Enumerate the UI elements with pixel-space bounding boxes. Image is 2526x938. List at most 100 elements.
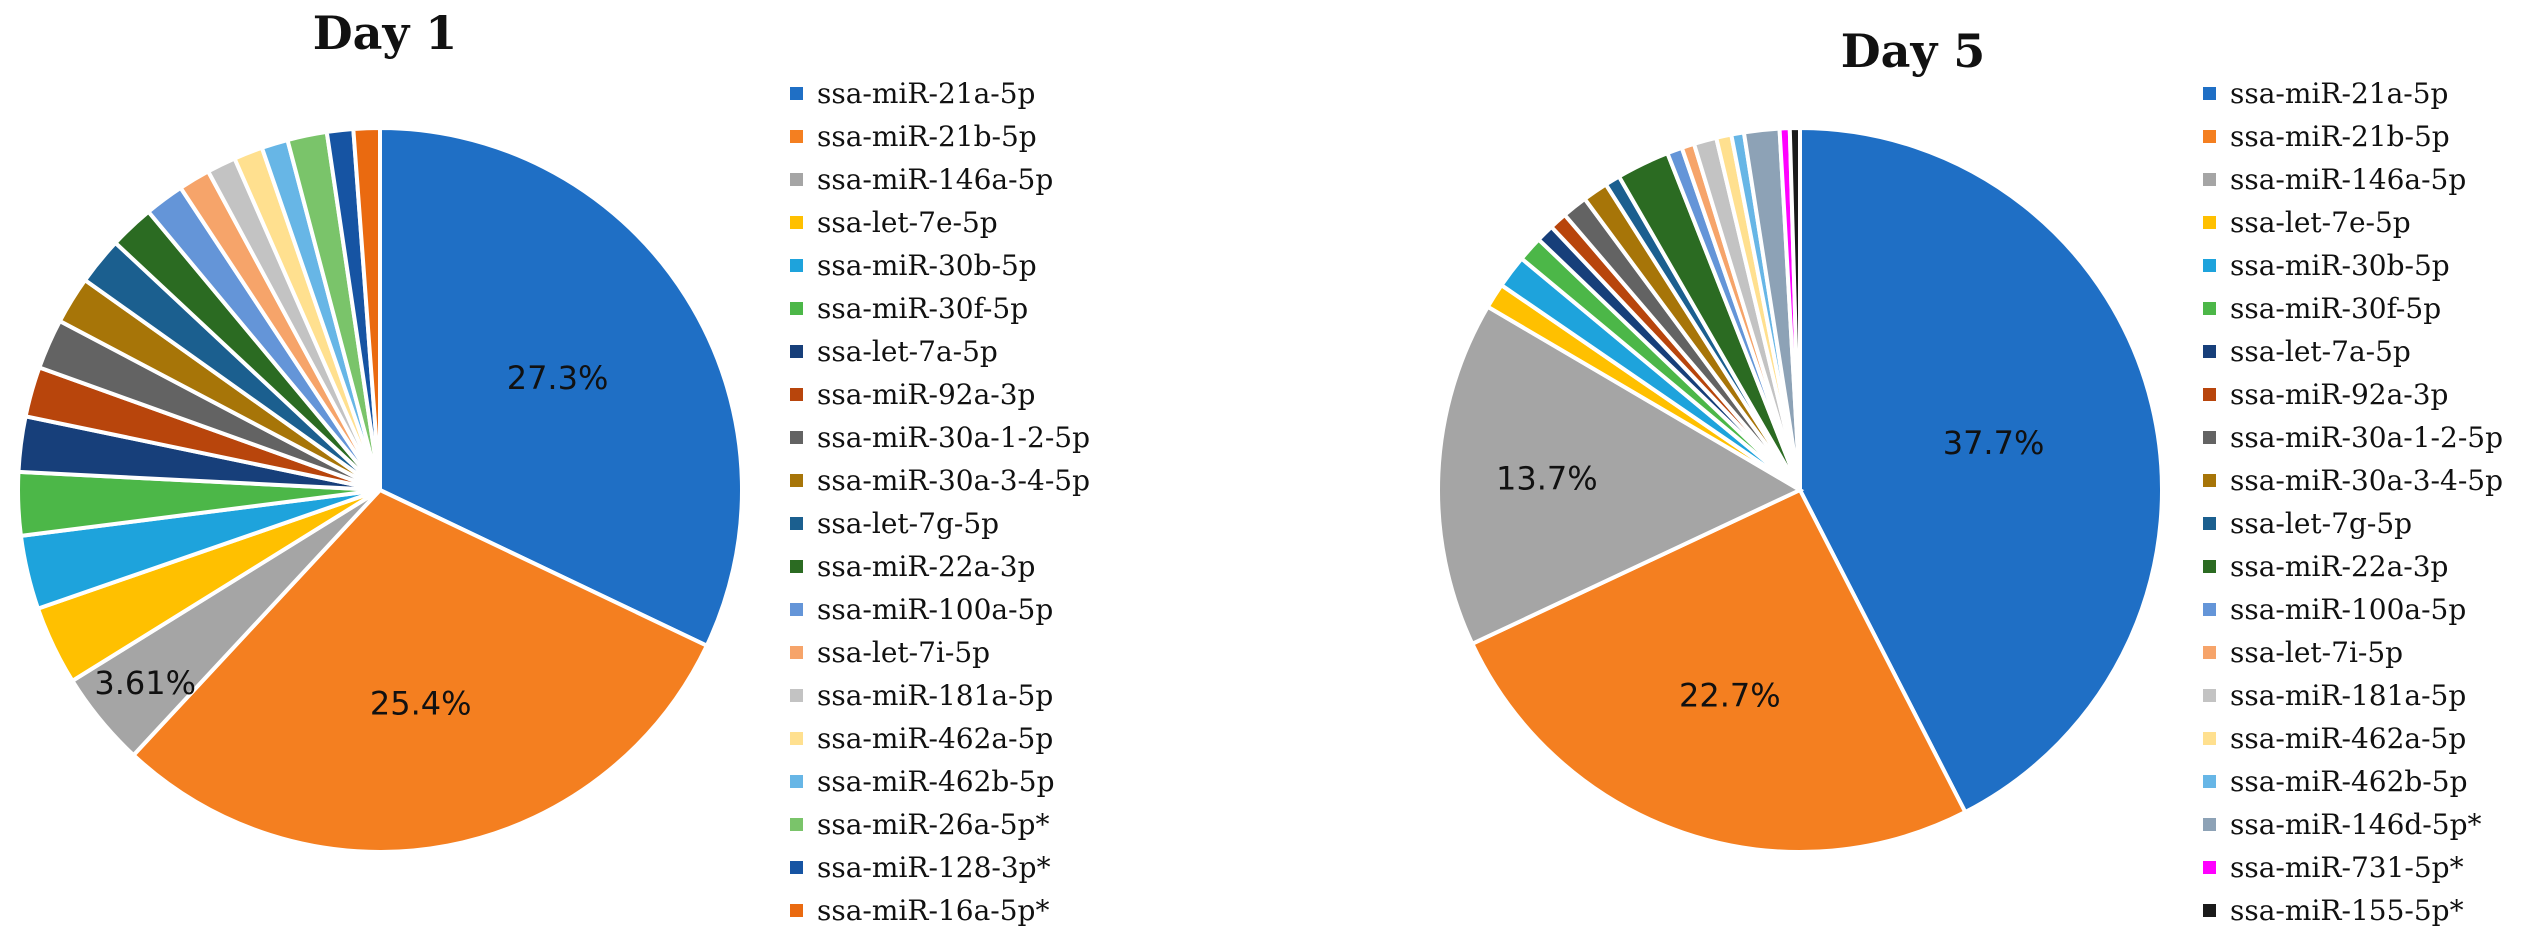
legend-swatch	[790, 345, 803, 358]
legend-item: ssa-miR-21a-5p	[790, 72, 1090, 115]
chart-title: Day 1	[312, 6, 458, 60]
legend-swatch	[2203, 474, 2216, 487]
legend-swatch	[2203, 302, 2216, 315]
pie-chart-day-5: 37.7% 22.7% 13.7% Day 5 ssa-miR-21a-5p ssa-…	[1263, 0, 2526, 938]
legend-swatch	[790, 474, 803, 487]
legend-label: ssa-let-7e-5p	[2230, 206, 2411, 239]
pie-slice	[1469, 487, 1968, 854]
legend-label: ssa-miR-462a-5p	[817, 722, 1054, 755]
legend-label: ssa-miR-128-3p*	[817, 851, 1051, 884]
legend-item: ssa-miR-100a-5p	[790, 588, 1090, 631]
legend-label: ssa-miR-30a-3-4-5p	[2230, 464, 2504, 497]
legend-label: ssa-miR-30f-5p	[2230, 292, 2442, 325]
legend-label: ssa-miR-731-5p*	[2230, 851, 2464, 884]
pie-slice	[351, 125, 382, 491]
legend-item: ssa-let-7a-5p	[2203, 330, 2503, 373]
pie-svg: 37.7% 22.7% 13.7%	[1436, 125, 2164, 854]
legend-swatch	[790, 603, 803, 616]
slice-data-label: 22.7%	[1679, 677, 1781, 715]
legend-item: ssa-miR-30a-1-2-5p	[790, 416, 1090, 459]
legend-swatch	[790, 259, 803, 272]
legend-item: ssa-miR-16a-5p*	[790, 889, 1090, 932]
legend-label: ssa-let-7g-5p	[2230, 507, 2413, 540]
legend: ssa-miR-21a-5p ssa-miR-21b-5p ssa-miR-146a…	[2203, 72, 2503, 932]
legend-label: ssa-miR-21b-5p	[817, 120, 1037, 153]
legend-label: ssa-miR-30b-5p	[2230, 249, 2450, 282]
legend-item: ssa-let-7i-5p	[790, 631, 1090, 674]
legend-swatch	[2203, 732, 2216, 745]
legend-swatch	[2203, 345, 2216, 358]
legend-swatch	[790, 818, 803, 831]
legend-label: ssa-let-7a-5p	[2230, 335, 2411, 368]
legend-item: ssa-miR-26a-5p*	[790, 803, 1090, 846]
legend-item: ssa-let-7a-5p	[790, 330, 1090, 373]
legend-item: ssa-miR-146d-5p*	[2203, 803, 2503, 846]
legend-swatch	[2203, 130, 2216, 143]
legend-swatch	[2203, 517, 2216, 530]
legend-item: ssa-miR-128-3p*	[790, 846, 1090, 889]
legend-swatch	[2203, 216, 2216, 229]
legend-label: ssa-let-7e-5p	[817, 206, 998, 239]
legend-swatch	[2203, 173, 2216, 186]
legend-label: ssa-miR-146d-5p*	[2230, 808, 2482, 841]
legend-item: ssa-miR-146a-5p	[2203, 158, 2503, 201]
legend-item: ssa-miR-146a-5p	[790, 158, 1090, 201]
legend-item: ssa-miR-22a-3p	[2203, 545, 2503, 588]
legend-item: ssa-miR-30a-3-4-5p	[790, 459, 1090, 502]
legend-item: ssa-miR-731-5p*	[2203, 846, 2503, 889]
legend-item: ssa-miR-21b-5p	[2203, 115, 2503, 158]
legend-label: ssa-miR-30b-5p	[817, 249, 1037, 282]
legend-swatch	[790, 431, 803, 444]
legend-item: ssa-miR-30a-3-4-5p	[2203, 459, 2503, 502]
legend-item: ssa-miR-181a-5p	[2203, 674, 2503, 717]
legend-item: ssa-miR-155-5p*	[2203, 889, 2503, 932]
legend-swatch	[2203, 904, 2216, 917]
legend: ssa-miR-21a-5p ssa-miR-21b-5p ssa-miR-146a…	[790, 72, 1090, 932]
legend-label: ssa-miR-462b-5p	[2230, 765, 2468, 798]
chart-title: Day 5	[1840, 24, 1986, 78]
legend-item: ssa-miR-462b-5p	[790, 760, 1090, 803]
pie-slice	[1798, 125, 2164, 815]
legend-swatch	[2203, 603, 2216, 616]
legend-swatch	[790, 517, 803, 530]
legend-label: ssa-miR-462b-5p	[817, 765, 1055, 798]
legend-swatch	[790, 388, 803, 401]
legend-label: ssa-let-7g-5p	[817, 507, 1000, 540]
legend-label: ssa-miR-21a-5p	[817, 77, 1036, 110]
legend-swatch	[790, 87, 803, 100]
legend-swatch	[790, 646, 803, 659]
legend-item: ssa-miR-462a-5p	[790, 717, 1090, 760]
legend-label: ssa-miR-22a-3p	[2230, 550, 2449, 583]
legend-item: ssa-miR-462a-5p	[2203, 717, 2503, 760]
pie-slice	[130, 487, 710, 854]
legend-swatch	[2203, 689, 2216, 702]
legend-swatch	[2203, 259, 2216, 272]
legend-label: ssa-let-7a-5p	[817, 335, 998, 368]
legend-label: ssa-miR-181a-5p	[2230, 679, 2467, 712]
legend-label: ssa-miR-21b-5p	[2230, 120, 2450, 153]
legend-label: ssa-miR-26a-5p*	[817, 808, 1050, 841]
legend-item: ssa-miR-462b-5p	[2203, 760, 2503, 803]
legend-swatch	[790, 560, 803, 573]
legend-swatch	[790, 216, 803, 229]
legend-swatch	[790, 904, 803, 917]
legend-label: ssa-miR-100a-5p	[2230, 593, 2467, 626]
legend-swatch	[2203, 861, 2216, 874]
legend-item: ssa-miR-30b-5p	[2203, 244, 2503, 287]
legend-label: ssa-miR-92a-3p	[2230, 378, 2449, 411]
legend-label: ssa-miR-181a-5p	[817, 679, 1054, 712]
legend-label: ssa-miR-146a-5p	[817, 163, 1054, 196]
legend-item: ssa-miR-30b-5p	[790, 244, 1090, 287]
legend-item: ssa-let-7e-5p	[2203, 201, 2503, 244]
slice-data-label: 13.7%	[1496, 459, 1598, 497]
legend-item: ssa-miR-30a-1-2-5p	[2203, 416, 2503, 459]
legend-label: ssa-let-7i-5p	[2230, 636, 2404, 669]
legend-item: ssa-let-7e-5p	[790, 201, 1090, 244]
legend-item: ssa-miR-92a-3p	[2203, 373, 2503, 416]
legend-item: ssa-let-7g-5p	[790, 502, 1090, 545]
slice-data-label: 37.7%	[1943, 424, 2045, 462]
legend-item: ssa-miR-30f-5p	[2203, 287, 2503, 330]
legend-item: ssa-miR-21a-5p	[2203, 72, 2503, 115]
legend-item: ssa-let-7g-5p	[2203, 502, 2503, 545]
legend-label: ssa-miR-21a-5p	[2230, 77, 2449, 110]
